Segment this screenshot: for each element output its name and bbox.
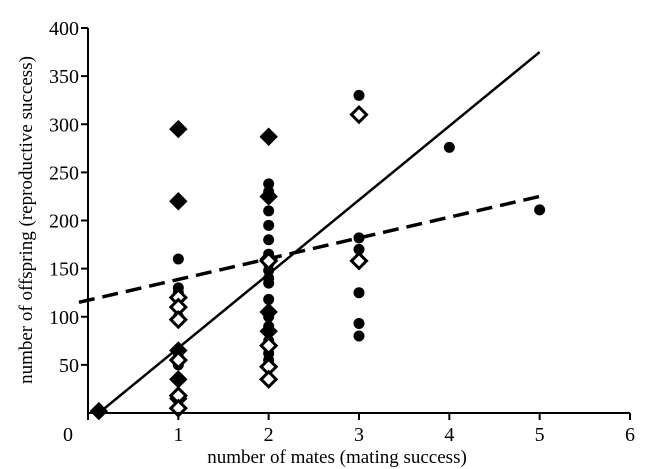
filled-circle-point-x2-y135	[263, 277, 275, 289]
y-tick-label-200: 200	[49, 211, 79, 233]
filled-circle-point-x1-y160	[172, 253, 184, 265]
filled-circle-point-x5-y211	[534, 204, 546, 216]
filled-diamond-point-x0-12-y2	[89, 401, 109, 421]
open-diamond-point-x3-y310	[349, 105, 369, 125]
filled-circle-point-x2-y118	[263, 293, 275, 305]
x-axis-label: number of mates (mating success)	[207, 447, 467, 468]
filled-circle-point-x3-y125	[353, 287, 365, 299]
open-diamond-point-x3-y158	[349, 251, 369, 271]
data-points	[89, 89, 546, 421]
filled-circle-point-x3-y93	[353, 317, 365, 329]
open-diamond-point-x1-y97	[168, 310, 188, 330]
x-tick-label-4: 4	[444, 424, 454, 446]
y-tick-label-100: 100	[49, 307, 79, 329]
filled-circle-point-x4-y276	[443, 141, 455, 153]
filled-diamond-point-x2-y225	[259, 187, 278, 206]
y-axis-ticks: 50 100 150 200 250 300 350 400	[49, 18, 88, 377]
y-tick-label-300: 300	[49, 114, 79, 136]
filled-diamond-point-x2-y287	[259, 127, 278, 146]
filled-diamond-point-x1-y35	[169, 370, 188, 389]
x-tick-label-2: 2	[264, 424, 274, 446]
x-tick-label-5: 5	[535, 424, 545, 446]
filled-circle-point-x2-y195	[263, 219, 275, 231]
y-tick-label-150: 150	[49, 259, 79, 281]
y-tick-label-400: 400	[49, 18, 79, 40]
y-tick-label-250: 250	[49, 162, 79, 184]
filled-diamond-point-x1-y220	[169, 192, 188, 211]
y-tick-label-350: 350	[49, 66, 79, 88]
open-diamond-point-x2-y35	[259, 369, 279, 389]
filled-circle-point-x2-y148	[263, 265, 275, 277]
open-diamond-point-x2-y158	[259, 251, 279, 271]
regression-lines	[78, 51, 541, 414]
filled-circle-point-x3-y330	[353, 89, 365, 101]
x-tick-label-6: 6	[625, 424, 635, 446]
dashed-fit-line	[78, 194, 541, 305]
filled-circle-point-x2-y210	[263, 205, 275, 217]
open-diamond-point-x1-y55	[168, 350, 188, 370]
x-tick-label-3: 3	[354, 424, 364, 446]
filled-circle-point-x3-y170	[353, 243, 365, 255]
filled-diamond-point-x1-y295	[169, 119, 188, 139]
filled-circle-point-x3-y80	[353, 330, 365, 342]
filled-circle-point-x2-y238	[263, 178, 275, 190]
open-diamond-point-x2-y70	[259, 336, 279, 356]
filled-circle-point-x3-y182	[353, 232, 365, 244]
y-axis-label: number of offspring (reproductive succes…	[16, 56, 37, 384]
x-axis-ticks: 0 1 2 3 4 5 6	[63, 413, 635, 446]
filled-diamond-point-x2-y105	[259, 302, 278, 322]
x-tick-label-0: 0	[63, 424, 73, 446]
solid-fit-line	[98, 51, 541, 414]
filled-circle-point-x2-y180	[263, 234, 275, 246]
x-tick-label-1: 1	[173, 424, 183, 446]
y-tick-label-50: 50	[59, 355, 79, 377]
